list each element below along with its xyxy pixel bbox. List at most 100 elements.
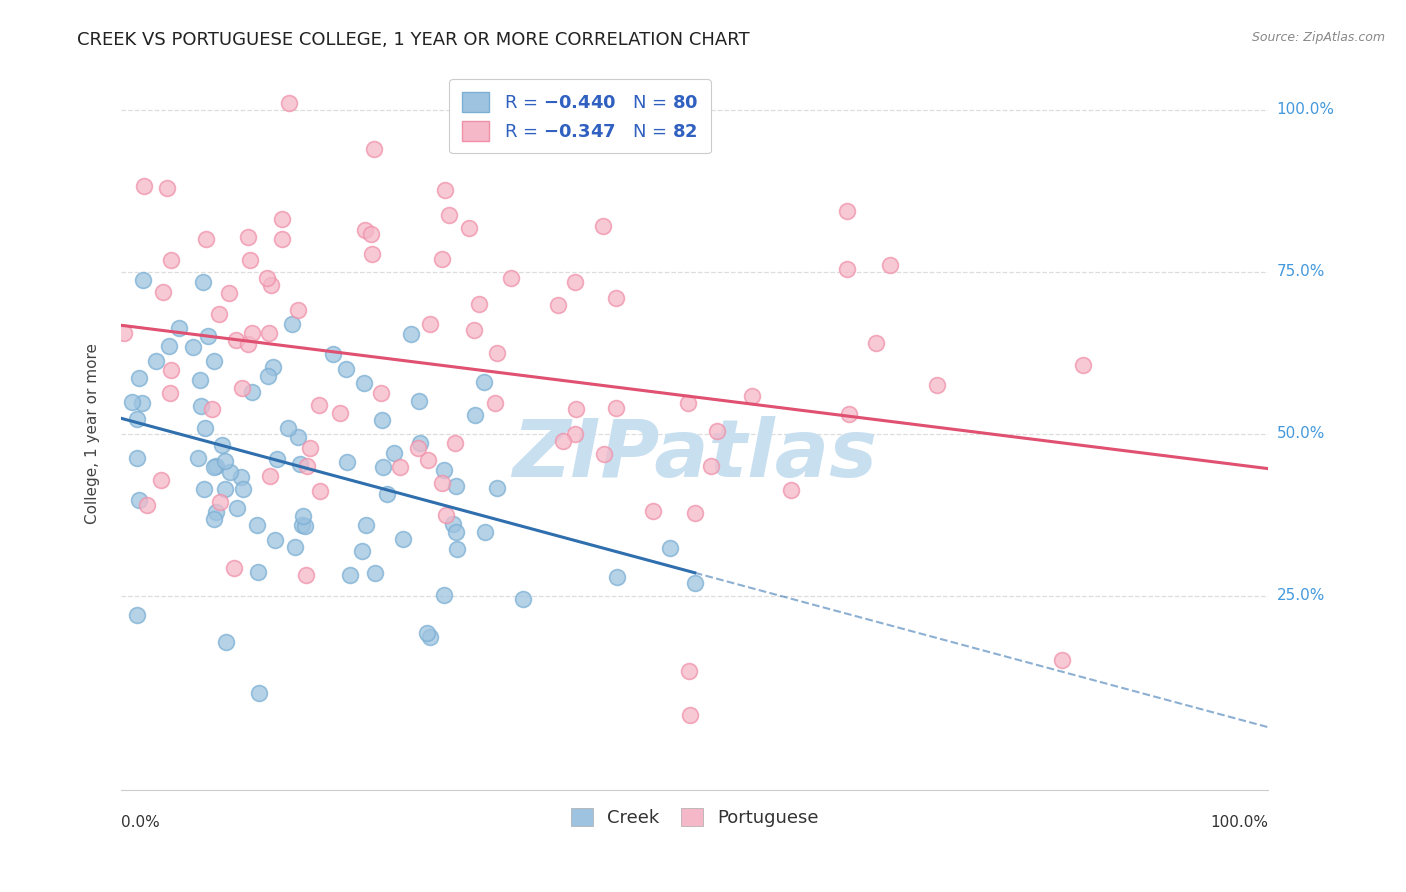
- Point: [418, 453, 440, 467]
- Point: [838, 408, 860, 422]
- Point: [643, 504, 665, 518]
- Point: [152, 285, 174, 299]
- Point: [865, 335, 887, 350]
- Point: [409, 436, 432, 450]
- Point: [131, 395, 153, 409]
- Point: [239, 252, 262, 267]
- Point: [676, 395, 699, 409]
- Point: [354, 518, 377, 533]
- Point: [309, 484, 332, 499]
- Point: [472, 375, 495, 389]
- Point: [229, 470, 252, 484]
- Text: 0.0%: 0.0%: [121, 815, 160, 830]
- Point: [370, 386, 392, 401]
- Point: [232, 482, 254, 496]
- Point: [125, 607, 148, 622]
- Point: [190, 399, 212, 413]
- Point: [202, 460, 225, 475]
- Point: [879, 258, 901, 272]
- Point: [606, 570, 628, 584]
- Point: [135, 498, 157, 512]
- Point: [433, 463, 456, 477]
- Point: [218, 285, 240, 300]
- Point: [1071, 358, 1094, 372]
- Point: [837, 203, 859, 218]
- Point: [291, 518, 314, 533]
- Point: [329, 406, 352, 420]
- Point: [375, 487, 398, 501]
- Point: [240, 326, 263, 341]
- Point: [112, 326, 135, 340]
- Point: [219, 465, 242, 479]
- Text: 100.0%: 100.0%: [1277, 103, 1334, 118]
- Point: [288, 458, 311, 472]
- Point: [256, 270, 278, 285]
- Point: [128, 371, 150, 385]
- Point: [271, 212, 294, 227]
- Point: [444, 435, 467, 450]
- Point: [678, 708, 700, 723]
- Text: 100.0%: 100.0%: [1211, 815, 1268, 830]
- Point: [433, 588, 456, 602]
- Point: [399, 326, 422, 341]
- Point: [382, 446, 405, 460]
- Point: [262, 359, 284, 374]
- Point: [246, 518, 269, 533]
- Point: [257, 326, 280, 340]
- Point: [706, 424, 728, 438]
- Point: [553, 434, 575, 449]
- Point: [485, 345, 508, 359]
- Point: [225, 333, 247, 347]
- Point: [128, 492, 150, 507]
- Point: [308, 398, 330, 412]
- Point: [322, 347, 344, 361]
- Text: CREEK VS PORTUGUESE COLLEGE, 1 YEAR OR MORE CORRELATION CHART: CREEK VS PORTUGUESE COLLEGE, 1 YEAR OR M…: [77, 31, 749, 49]
- Point: [287, 430, 309, 444]
- Point: [193, 482, 215, 496]
- Point: [925, 377, 948, 392]
- Point: [160, 363, 183, 377]
- Point: [605, 291, 627, 305]
- Point: [444, 525, 467, 540]
- Point: [741, 389, 763, 403]
- Point: [291, 509, 314, 524]
- Point: [373, 459, 395, 474]
- Point: [1050, 653, 1073, 667]
- Point: [419, 630, 441, 644]
- Point: [474, 525, 496, 540]
- Point: [683, 506, 706, 520]
- Point: [205, 458, 228, 473]
- Point: [246, 566, 269, 580]
- Point: [501, 271, 523, 285]
- Point: [678, 664, 700, 678]
- Point: [125, 451, 148, 466]
- Point: [430, 475, 453, 490]
- Point: [159, 385, 181, 400]
- Point: [284, 540, 307, 554]
- Point: [281, 317, 304, 331]
- Point: [434, 183, 457, 197]
- Point: [294, 568, 316, 582]
- Point: [202, 354, 225, 368]
- Point: [364, 566, 387, 580]
- Point: [299, 442, 322, 456]
- Point: [191, 276, 214, 290]
- Point: [287, 302, 309, 317]
- Point: [486, 482, 509, 496]
- Point: [512, 591, 534, 606]
- Point: [247, 686, 270, 700]
- Point: [388, 460, 411, 475]
- Point: [260, 278, 283, 293]
- Point: [658, 541, 681, 555]
- Point: [350, 544, 373, 558]
- Point: [446, 541, 468, 556]
- Point: [353, 223, 375, 237]
- Point: [468, 296, 491, 310]
- Point: [134, 178, 156, 193]
- Point: [264, 533, 287, 548]
- Point: [406, 441, 429, 455]
- Text: 25.0%: 25.0%: [1277, 588, 1324, 603]
- Point: [215, 635, 238, 649]
- Point: [484, 396, 506, 410]
- Point: [780, 483, 803, 497]
